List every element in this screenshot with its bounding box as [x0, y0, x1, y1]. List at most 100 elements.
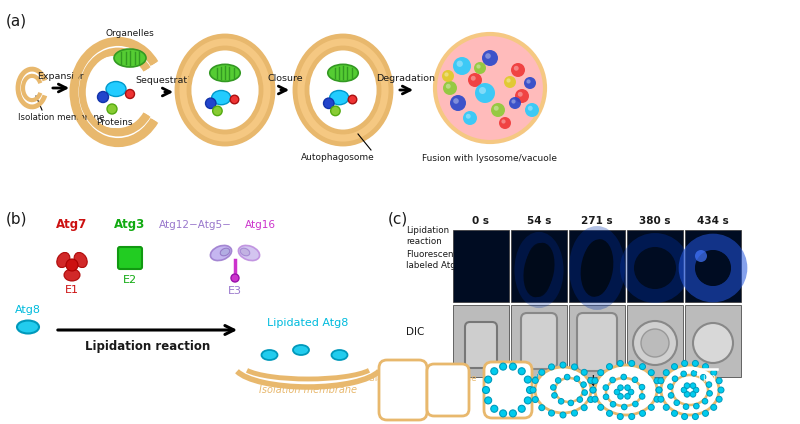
Circle shape — [485, 53, 491, 59]
Text: 0 s: 0 s — [473, 216, 490, 226]
Circle shape — [574, 376, 580, 382]
Circle shape — [603, 385, 609, 391]
Ellipse shape — [330, 90, 349, 105]
Circle shape — [524, 376, 531, 383]
Ellipse shape — [535, 367, 591, 413]
Text: Fusion with lysosome/vacuole: Fusion with lysosome/vacuole — [422, 154, 558, 163]
Text: 434 s: 434 s — [697, 216, 729, 226]
Circle shape — [514, 66, 518, 71]
Circle shape — [524, 77, 536, 89]
Circle shape — [511, 99, 516, 103]
Circle shape — [629, 413, 634, 420]
Circle shape — [457, 61, 463, 67]
Circle shape — [690, 383, 696, 388]
Circle shape — [618, 360, 623, 366]
Circle shape — [710, 404, 717, 410]
Circle shape — [560, 362, 566, 368]
Text: E1: E1 — [65, 285, 79, 295]
Circle shape — [706, 382, 712, 388]
Ellipse shape — [213, 106, 222, 116]
Ellipse shape — [98, 92, 109, 103]
Circle shape — [621, 374, 626, 380]
Text: ↓: ↓ — [586, 374, 599, 389]
Text: E2: E2 — [123, 275, 137, 285]
Ellipse shape — [435, 34, 545, 142]
Circle shape — [672, 376, 678, 382]
Circle shape — [524, 397, 531, 404]
Circle shape — [671, 364, 678, 370]
Circle shape — [555, 378, 561, 383]
Text: Degradation: Degradation — [377, 74, 435, 83]
Circle shape — [639, 364, 646, 370]
Circle shape — [690, 391, 696, 397]
Ellipse shape — [189, 48, 261, 132]
Text: (a): (a) — [6, 14, 27, 29]
Text: 380 s: 380 s — [639, 216, 670, 226]
Circle shape — [549, 364, 554, 370]
Text: 271 s: 271 s — [581, 216, 613, 226]
Circle shape — [695, 250, 707, 262]
Circle shape — [656, 387, 662, 393]
FancyBboxPatch shape — [465, 322, 497, 368]
Text: DIC: DIC — [406, 327, 424, 337]
Ellipse shape — [126, 89, 134, 98]
Circle shape — [614, 389, 620, 395]
Ellipse shape — [581, 239, 614, 297]
Circle shape — [671, 410, 678, 416]
Circle shape — [525, 103, 539, 117]
Circle shape — [639, 385, 645, 390]
Circle shape — [639, 393, 645, 399]
Text: (b): (b) — [6, 212, 27, 227]
Circle shape — [581, 382, 586, 388]
FancyBboxPatch shape — [569, 305, 625, 377]
Circle shape — [674, 400, 679, 405]
Circle shape — [682, 387, 686, 393]
Circle shape — [532, 396, 538, 402]
Text: Organelles: Organelles — [106, 29, 154, 38]
Circle shape — [445, 73, 449, 77]
Circle shape — [695, 250, 731, 286]
Ellipse shape — [230, 95, 238, 104]
FancyBboxPatch shape — [521, 313, 557, 369]
FancyBboxPatch shape — [627, 230, 683, 302]
Ellipse shape — [331, 350, 347, 360]
Circle shape — [702, 410, 709, 416]
Circle shape — [590, 387, 596, 393]
Circle shape — [582, 404, 587, 411]
Ellipse shape — [83, 56, 145, 128]
Circle shape — [482, 387, 490, 393]
Circle shape — [683, 404, 689, 410]
Circle shape — [518, 368, 526, 375]
Ellipse shape — [210, 245, 232, 261]
Circle shape — [682, 413, 688, 420]
Text: Fluorescently-
labeled Atg8: Fluorescently- labeled Atg8 — [406, 250, 467, 270]
Circle shape — [577, 397, 582, 402]
Ellipse shape — [114, 49, 146, 67]
Circle shape — [502, 120, 506, 124]
Ellipse shape — [595, 365, 657, 415]
Circle shape — [477, 64, 481, 69]
Circle shape — [701, 374, 706, 380]
Text: Atg8: Atg8 — [15, 305, 41, 315]
Ellipse shape — [307, 48, 379, 132]
Text: Lipidated Atg8: Lipidated Atg8 — [267, 318, 349, 328]
Circle shape — [716, 396, 722, 402]
Circle shape — [571, 364, 578, 370]
Circle shape — [490, 405, 498, 412]
Ellipse shape — [106, 81, 126, 97]
Circle shape — [474, 62, 486, 74]
Circle shape — [606, 364, 613, 370]
Ellipse shape — [262, 350, 278, 360]
Circle shape — [684, 383, 690, 388]
Circle shape — [668, 393, 674, 398]
FancyBboxPatch shape — [427, 364, 469, 416]
Circle shape — [654, 378, 660, 384]
Circle shape — [603, 394, 609, 400]
Circle shape — [494, 106, 498, 111]
Circle shape — [568, 400, 574, 406]
Ellipse shape — [524, 231, 554, 301]
Circle shape — [490, 368, 498, 375]
Circle shape — [528, 106, 533, 111]
Text: 54 s: 54 s — [527, 216, 551, 226]
Circle shape — [592, 396, 598, 402]
